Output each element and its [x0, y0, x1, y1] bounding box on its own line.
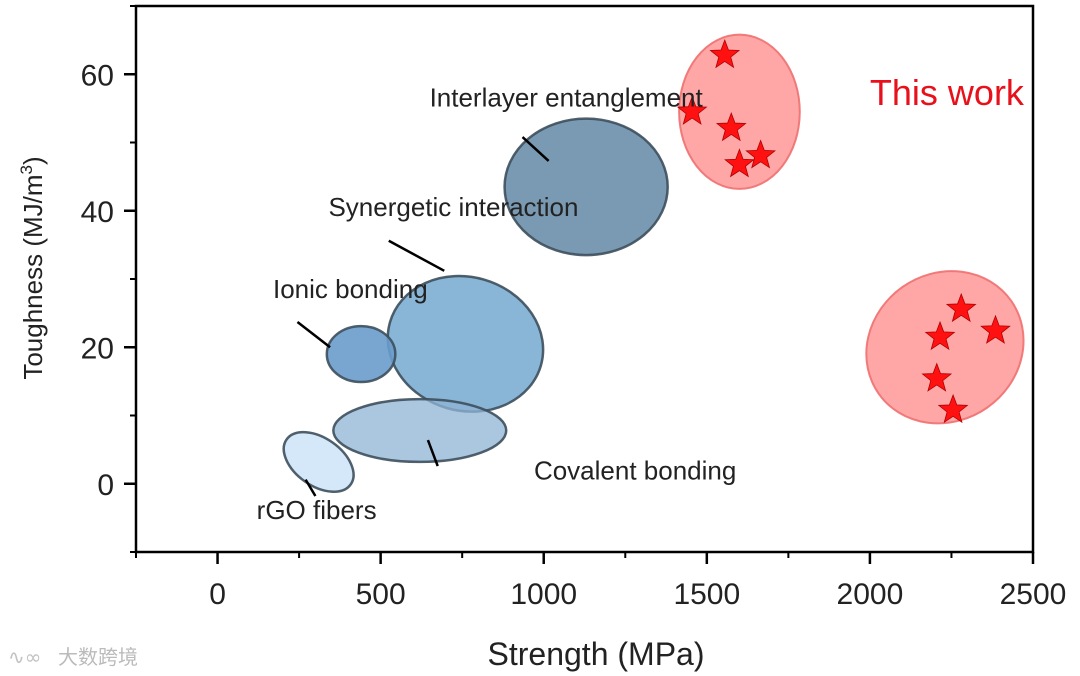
annotation-covalent: Covalent bonding	[534, 456, 736, 486]
leader-line-interlayer	[521, 136, 550, 162]
star-marker-6	[945, 292, 977, 323]
star-marker-8	[924, 320, 956, 351]
watermark-logo-icon: ∿∞	[8, 645, 41, 669]
leader-line-synergetic	[388, 239, 445, 272]
star-marker-4	[745, 139, 776, 169]
x-axis-title: Strength (MPa)	[488, 636, 705, 672]
star-marker-1	[709, 38, 741, 69]
annotation-synergetic: Synergetic interaction	[328, 192, 578, 222]
y-tick-label: 0	[97, 469, 114, 502]
star-marker-10	[937, 393, 969, 424]
annotation-ionic: Ionic bonding	[273, 274, 428, 304]
watermark-text: 大数跨境	[58, 645, 138, 669]
annotation-interlayer: Interlayer entanglement	[430, 82, 704, 112]
region-covalent-bonding	[332, 397, 508, 464]
y-axis-title: Toughness (MJ/m3)	[17, 156, 48, 379]
region-rgo-fibers	[282, 430, 355, 493]
y-axis-title-close: )	[18, 156, 48, 165]
region-interlayer-entanglement	[503, 117, 669, 257]
star-marker-2	[676, 95, 708, 125]
annotations-layer: Interlayer entanglement Synergetic intera…	[257, 72, 1025, 525]
star-marker-5	[724, 148, 755, 178]
x-tick-label: 1500	[673, 578, 740, 611]
star-marker-7	[980, 314, 1011, 344]
region-ionic-bonding	[325, 324, 397, 384]
x-tick-label: 2500	[1000, 578, 1067, 611]
leader-line-ionic	[296, 321, 331, 349]
leader-line-covalent	[426, 439, 439, 467]
x-tick-label: 500	[356, 578, 406, 611]
x-tick-label: 1000	[510, 578, 577, 611]
y-tick-label: 40	[81, 196, 114, 229]
y-tick-label: 60	[81, 59, 114, 92]
annotation-this-work: This work	[870, 72, 1025, 113]
y-axis-title-main: Toughness (MJ/m	[18, 174, 48, 379]
y-axis-title-sup: 3	[17, 165, 36, 174]
star-marker-3	[715, 112, 747, 142]
markers-layer	[676, 38, 1011, 424]
x-tick-label: 2000	[837, 578, 904, 611]
leader-line-rgo	[304, 479, 317, 497]
annotation-rgo: rGO fibers	[257, 495, 377, 525]
y-tick-label: 20	[81, 332, 114, 365]
star-marker-9	[921, 362, 953, 392]
region-this-work-lower	[865, 270, 1025, 425]
x-tick-label: 0	[209, 578, 226, 611]
watermark: ∿∞ 大数跨境	[8, 645, 138, 669]
axes-layer: 0 500 1000 1500 2000 2500 0 20 40 60	[81, 4, 1067, 611]
